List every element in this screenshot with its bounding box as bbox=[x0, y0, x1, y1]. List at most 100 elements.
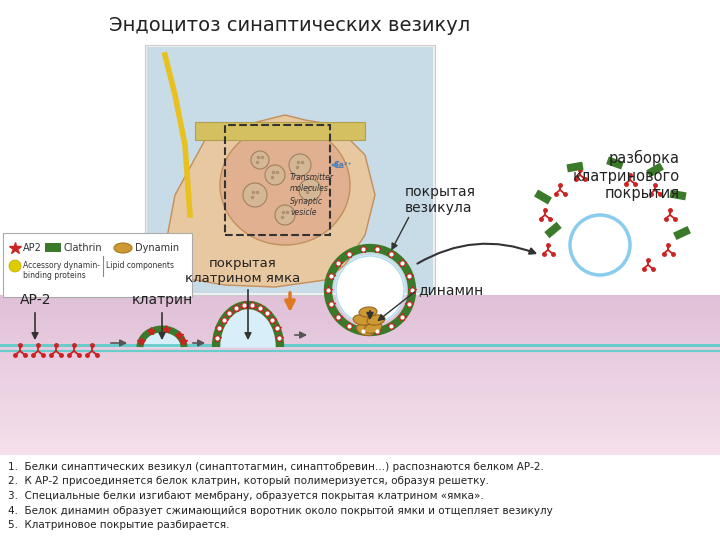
Bar bbox=[0, 388, 720, 389]
Bar bbox=[0, 345, 720, 346]
Circle shape bbox=[336, 256, 403, 323]
Bar bbox=[0, 391, 720, 392]
Ellipse shape bbox=[220, 125, 350, 245]
Polygon shape bbox=[160, 115, 375, 287]
Bar bbox=[0, 321, 720, 322]
Bar bbox=[0, 381, 720, 382]
Bar bbox=[0, 409, 720, 410]
FancyBboxPatch shape bbox=[3, 233, 192, 297]
Bar bbox=[0, 308, 720, 309]
Bar bbox=[0, 313, 720, 314]
Bar bbox=[0, 415, 720, 416]
Bar bbox=[544, 222, 562, 238]
Bar bbox=[0, 352, 720, 353]
Bar bbox=[0, 299, 720, 300]
Bar bbox=[0, 442, 720, 443]
Text: разборка
клатринового
покрытия: разборка клатринового покрытия bbox=[573, 150, 680, 201]
Circle shape bbox=[338, 258, 402, 322]
Bar bbox=[0, 302, 720, 303]
Bar bbox=[0, 368, 720, 369]
Bar bbox=[0, 315, 720, 316]
Circle shape bbox=[341, 261, 399, 319]
Bar bbox=[145, 45, 435, 295]
Ellipse shape bbox=[114, 243, 132, 253]
Bar bbox=[0, 323, 720, 324]
Bar bbox=[0, 362, 720, 363]
Circle shape bbox=[299, 179, 321, 201]
Text: AP2: AP2 bbox=[23, 243, 42, 253]
Bar bbox=[0, 403, 720, 404]
Bar bbox=[0, 413, 720, 414]
Bar bbox=[225, 125, 330, 235]
Bar bbox=[0, 394, 720, 395]
Ellipse shape bbox=[367, 315, 385, 325]
Bar bbox=[0, 301, 720, 302]
Polygon shape bbox=[221, 310, 275, 347]
Bar bbox=[0, 395, 720, 396]
Bar bbox=[0, 343, 720, 344]
Bar bbox=[0, 361, 720, 362]
Bar bbox=[0, 396, 720, 397]
Bar bbox=[0, 425, 720, 426]
Bar bbox=[0, 434, 720, 435]
Bar bbox=[0, 365, 720, 366]
Bar bbox=[0, 441, 720, 442]
Circle shape bbox=[577, 222, 623, 268]
Bar bbox=[0, 297, 720, 298]
Bar bbox=[0, 385, 720, 386]
Bar bbox=[646, 163, 664, 178]
Bar bbox=[195, 122, 365, 140]
Bar bbox=[0, 435, 720, 436]
Bar bbox=[0, 367, 720, 368]
Bar bbox=[0, 382, 720, 383]
Bar bbox=[0, 312, 720, 313]
Circle shape bbox=[572, 217, 628, 273]
Bar bbox=[0, 449, 720, 450]
Text: Ca²⁺: Ca²⁺ bbox=[333, 160, 352, 170]
Bar bbox=[0, 454, 720, 455]
Bar bbox=[0, 335, 720, 336]
Bar bbox=[0, 417, 720, 418]
Bar bbox=[0, 430, 720, 431]
Bar bbox=[0, 389, 720, 390]
Bar bbox=[0, 303, 720, 304]
Bar bbox=[0, 440, 720, 441]
Bar bbox=[0, 446, 720, 447]
Bar bbox=[606, 157, 624, 170]
Bar bbox=[0, 421, 720, 422]
Text: Эндоцитоз синаптических везикул: Эндоцитоз синаптических везикул bbox=[109, 16, 471, 35]
Bar bbox=[0, 431, 720, 432]
Text: клатрин: клатрин bbox=[131, 293, 193, 307]
Text: 1.  Белки синаптических везикул (синаптотагмин, синаптобревин…) распознаются бел: 1. Белки синаптических везикул (синаптот… bbox=[8, 462, 544, 472]
Bar bbox=[0, 356, 720, 357]
Bar bbox=[0, 426, 720, 427]
Text: Lipid components: Lipid components bbox=[106, 261, 174, 271]
Bar bbox=[0, 439, 720, 440]
Bar bbox=[0, 453, 720, 454]
Bar bbox=[0, 408, 720, 409]
Bar bbox=[0, 336, 720, 337]
Bar bbox=[0, 406, 720, 407]
Bar bbox=[0, 351, 720, 352]
Bar bbox=[0, 333, 720, 334]
Bar bbox=[0, 298, 720, 299]
Bar bbox=[0, 398, 720, 399]
Text: 5.  Клатриновое покрытие разбирается.: 5. Клатриновое покрытие разбирается. bbox=[8, 520, 230, 530]
Bar bbox=[0, 338, 720, 339]
Bar bbox=[0, 450, 720, 451]
Text: 2.  К АР-2 присоединяется белок клатрин, который полимеризуется, образуя решетку: 2. К АР-2 присоединяется белок клатрин, … bbox=[8, 476, 489, 487]
Bar bbox=[0, 380, 720, 381]
Bar bbox=[0, 414, 720, 415]
Bar bbox=[0, 326, 720, 327]
Bar bbox=[0, 364, 720, 365]
Circle shape bbox=[340, 260, 400, 321]
Bar bbox=[0, 387, 720, 388]
Bar bbox=[0, 360, 720, 361]
Bar bbox=[534, 190, 552, 205]
Circle shape bbox=[342, 262, 398, 318]
Bar bbox=[0, 320, 720, 321]
Bar bbox=[0, 432, 720, 433]
Circle shape bbox=[289, 154, 311, 176]
Bar bbox=[0, 304, 720, 305]
Bar bbox=[0, 379, 720, 380]
